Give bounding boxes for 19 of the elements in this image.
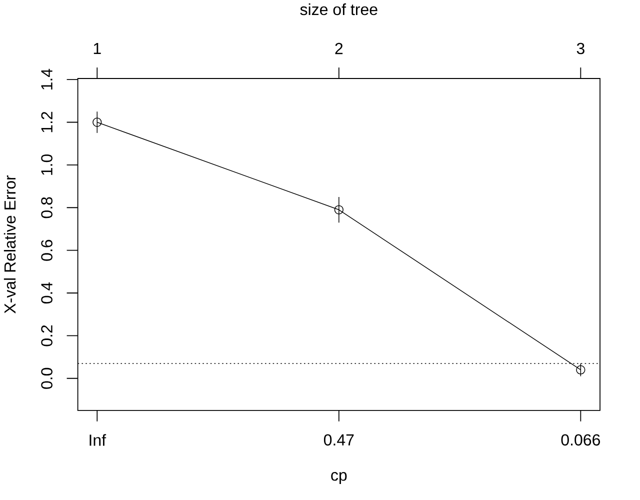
- x2-tick-label: 1: [94, 42, 101, 54]
- x-tick-label: 0.47: [324, 434, 354, 446]
- y-tick-label: 1.4: [41, 68, 52, 90]
- y-tick-label: 0.8: [41, 197, 52, 218]
- y-tick-label: 1.2: [41, 112, 52, 132]
- y-tick-label: 1.0: [41, 154, 52, 175]
- point: [92, 118, 102, 127]
- y-tick-label: 0.4: [41, 282, 52, 304]
- x2-tick-label: 2: [335, 42, 343, 54]
- y-tick-label: 0.6: [41, 240, 52, 261]
- y-tick-label: 0.0: [41, 368, 52, 389]
- x2-tick-label: 3: [576, 42, 584, 54]
- y-axis-title: X-val Relative Error: [4, 175, 16, 314]
- x2-axis-title: size of tree: [300, 3, 378, 16]
- x-axis-title: cp: [331, 472, 347, 484]
- x-tick-label: Inf: [90, 434, 106, 446]
- y-tick-label: 0.2: [41, 325, 52, 346]
- x-tick-label: 0.066: [561, 434, 600, 446]
- point: [334, 205, 344, 214]
